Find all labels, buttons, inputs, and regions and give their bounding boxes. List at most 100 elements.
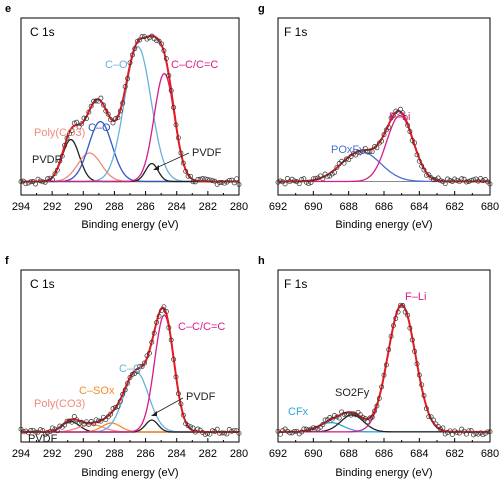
panel-g-data-point	[379, 138, 385, 144]
panel-f: f C 1s 294 292 290 288 286 284 282 280 Binding …	[5, 255, 248, 479]
panel-e-data-point	[20, 178, 26, 184]
panel-h-data-point	[390, 323, 396, 329]
panel-h-data-point	[463, 431, 469, 437]
panel-h-data-point	[280, 428, 286, 434]
panel-h-data-point	[398, 302, 403, 308]
panel-f-data-point	[146, 350, 152, 356]
panel-h-data-point	[334, 414, 340, 420]
panel-h-data-point	[350, 411, 356, 417]
panel-f-data-point	[214, 426, 220, 432]
panel-f-label-pvdf-right: PVDF	[186, 391, 216, 403]
panel-e-data-point	[137, 37, 143, 43]
panel-h-data-point	[409, 337, 415, 343]
panel-g-data-point	[343, 156, 349, 162]
panel-f-data-point	[231, 427, 237, 433]
panel-e-label-poly: Poly(CO3)	[34, 127, 85, 139]
panel-g-data-point	[480, 178, 486, 184]
panel-e-data-point	[125, 76, 131, 81]
panel-f-label-poly: Poly(CO3)	[34, 398, 85, 410]
panel-g-data-point	[395, 109, 401, 115]
panel-e-data-point	[47, 175, 53, 181]
panel-h-data-point	[421, 393, 427, 399]
panel-e-data-point	[52, 171, 58, 177]
panel-e-data-point	[171, 105, 177, 110]
panel-e-data-point	[188, 173, 194, 179]
panel-f-tick-label: 280	[230, 448, 248, 460]
panel-e-data-point	[185, 173, 191, 179]
panel-e-data-point	[45, 176, 51, 182]
panel-e-data-point	[122, 84, 128, 90]
panel-g-tick-label: 680	[481, 201, 499, 213]
panel-g-data-point	[367, 148, 373, 154]
panel-h-data-point	[395, 309, 401, 315]
panel-e-data-point	[59, 153, 65, 159]
panel-h-data-point	[381, 372, 387, 378]
panel-e-data-point	[50, 177, 55, 183]
panel-h-tick-label: 690	[304, 448, 322, 460]
panel-f-data-point	[120, 391, 126, 397]
panel-f-label-pvdf-left: PVDF	[28, 433, 58, 445]
panel-f-data-point	[35, 429, 41, 435]
panel-g-data-point	[471, 177, 476, 183]
panel-g-data-point	[431, 177, 436, 182]
panel-g-data-point	[306, 181, 312, 187]
panel-f-data-point	[105, 414, 111, 420]
panel-g-data-point	[438, 178, 443, 184]
panel-f-data-point	[142, 360, 147, 366]
panel-g-data-point	[301, 176, 307, 182]
panel-g-tick-label: 692	[269, 201, 287, 213]
panel-h-data-point	[322, 417, 328, 423]
panel-f-data-point	[98, 418, 104, 424]
panel-g-data-point	[459, 176, 465, 182]
panel-e-data-point	[18, 179, 24, 185]
panel-g-data-point	[372, 144, 378, 150]
panel-e-plot	[18, 33, 242, 187]
panel-g-tick-label: 682	[445, 201, 463, 213]
panel-f-data-point	[91, 421, 97, 427]
panel-h-data-point	[379, 384, 385, 390]
panel-f-data-point	[23, 428, 29, 434]
panel-e-data-point	[159, 41, 164, 47]
panel-f-data-point	[149, 339, 155, 345]
panel-g-data-point	[416, 158, 422, 164]
panel-e-tick-label: 286	[136, 201, 154, 213]
panel-h: h F 1s 692 690 688 686 684 682 680 Binding ene…	[258, 255, 499, 479]
panel-h-data-point	[369, 414, 375, 420]
panel-g-data-point	[277, 178, 283, 184]
panel-f-label-cc: C–C/C=C	[178, 321, 225, 333]
panel-g-data-point	[357, 149, 363, 155]
panel-e-data-point	[173, 122, 179, 128]
panel-h-data-point	[343, 411, 349, 417]
panel-g-tick-label: 688	[339, 201, 357, 213]
panel-h-data-point	[332, 413, 337, 418]
panel-e-data-point	[110, 120, 116, 126]
panel-e-data-point	[178, 150, 184, 156]
panel-f-x-ticks: 294 292 290 288 286 284 282 280	[12, 438, 248, 460]
panel-h-data-point	[442, 431, 448, 437]
panel-f-title: C 1s	[30, 277, 55, 291]
panel-h-data-point	[383, 362, 389, 368]
panel-g-data-point	[447, 178, 453, 183]
panel-g-tick-label: 690	[304, 201, 322, 213]
panel-g-data-point	[393, 108, 399, 114]
panel-f-data-point	[224, 431, 230, 437]
panel-h-data-point	[447, 428, 453, 434]
panel-e-data-point	[207, 177, 213, 183]
panel-g-data-point	[419, 163, 425, 169]
panel-e-data-point	[76, 124, 82, 130]
panel-e-data-point	[40, 179, 46, 185]
panel-f-data-point	[122, 387, 128, 393]
panel-e-data-point	[57, 158, 63, 164]
panel-f-label-co-light: C–O	[119, 363, 142, 375]
panel-g-data-point	[456, 179, 462, 185]
panel-g-data-point	[308, 180, 314, 185]
panel-e-data-point	[25, 180, 31, 186]
panel-g-data-point	[292, 178, 297, 184]
panel-e-data-point	[54, 167, 60, 173]
panel-e-tick-label: 294	[12, 201, 30, 213]
panel-f-data-point	[137, 363, 143, 369]
panel-f-data-point	[103, 417, 109, 423]
panel-e-data-point	[161, 48, 167, 54]
panel-e-data-point	[100, 102, 106, 108]
panel-h-data-point	[414, 361, 420, 367]
